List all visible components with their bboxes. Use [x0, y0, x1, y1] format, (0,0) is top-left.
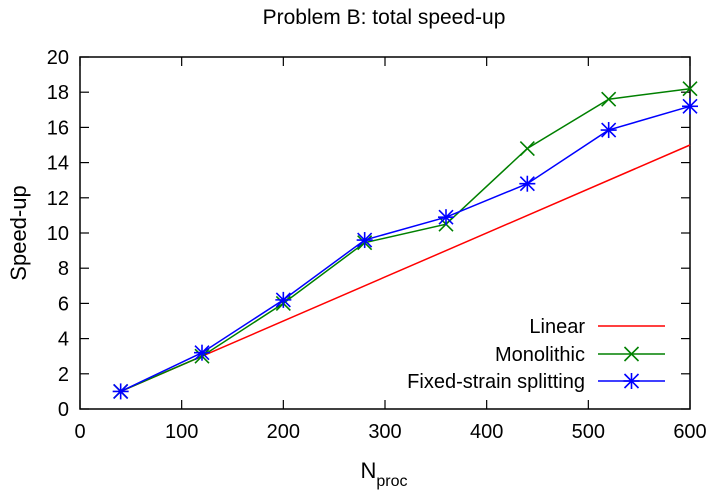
legend-marker-1 [623, 346, 640, 362]
chart-title: Problem B: total speed-up [263, 6, 506, 29]
x-tick-label: 300 [368, 421, 401, 443]
x-tick-label: 400 [470, 421, 503, 443]
legend-label: Fixed-strain splitting [407, 371, 585, 393]
series-layer [112, 81, 698, 400]
data-point-s1-5 [519, 140, 535, 157]
data-point-s2-5 [519, 175, 536, 192]
y-tick-label: 4 [58, 329, 69, 351]
data-point-s1-7 [682, 81, 698, 97]
x-axis-label-main: N [360, 458, 376, 483]
y-tick-label: 8 [58, 258, 69, 280]
plot-frame [79, 56, 691, 410]
data-point-s2-3 [356, 232, 373, 249]
y-axis: 0 2 4 6 8 10 12 14 16 18 20 [47, 47, 690, 421]
data-point-s2-7 [682, 98, 698, 115]
data-point-s2-4 [438, 209, 454, 226]
x-tick-label: 100 [165, 421, 198, 443]
x-tick-label: 0 [74, 421, 85, 443]
y-tick-label: 12 [47, 188, 69, 210]
y-tick-label: 2 [58, 364, 69, 386]
x-tick-label: 500 [572, 421, 605, 443]
legend-label: Linear [529, 316, 585, 338]
x-tick-label: 600 [673, 421, 706, 443]
y-tick-label: 10 [47, 223, 69, 245]
y-tick-label: 18 [47, 82, 69, 104]
legend: Linear Monolithic Fixed-strain splitting [407, 316, 665, 393]
y-tick-label: 16 [47, 117, 69, 139]
x-axis: 0 100 200 300 400 500 600 [74, 57, 707, 443]
x-axis-label: Nproc [360, 458, 407, 490]
y-tick-label: 6 [58, 293, 69, 315]
data-point-s1-6 [601, 91, 617, 107]
legend-marker-2 [623, 373, 640, 389]
y-tick-label: 0 [58, 399, 69, 421]
x-axis-label-subscript: proc [376, 473, 407, 490]
data-point-s2-2 [275, 291, 292, 308]
legend-label: Monolithic [495, 344, 585, 366]
y-axis-label: Speed-up [6, 185, 31, 280]
data-point-s2-1 [194, 344, 210, 361]
x-tick-label: 200 [267, 421, 300, 443]
data-point-s2-6 [600, 122, 617, 139]
y-tick-label: 14 [47, 153, 69, 175]
series-line-0 [120, 144, 691, 393]
series-line-1 [120, 87, 691, 393]
y-tick-label: 20 [47, 47, 69, 69]
series-line-2 [120, 105, 691, 393]
data-point-s2-0 [112, 383, 129, 400]
